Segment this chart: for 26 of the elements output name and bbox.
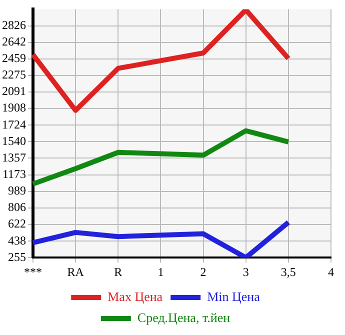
- y-tick-label: 622: [8, 216, 26, 231]
- y-tick-label: 2459: [2, 51, 26, 66]
- y-tick-label: 806: [8, 200, 26, 214]
- legend-label: Сред.Цена, т.йен: [137, 310, 230, 325]
- x-tick-label: 3: [242, 264, 249, 279]
- y-tick-label: 1357: [2, 150, 26, 164]
- x-tick-label: 4: [328, 264, 334, 279]
- x-tick-label: 1: [158, 264, 164, 279]
- y-tick-label: 1724: [2, 117, 26, 132]
- x-tick-label: R: [114, 264, 122, 279]
- y-tick-label: 2826: [2, 18, 26, 32]
- y-tick-label: 1908: [2, 100, 26, 115]
- x-tick-label: ***: [24, 264, 42, 279]
- y-tick-label: 2275: [2, 68, 26, 82]
- y-tick-label: 989: [8, 184, 26, 198]
- y-tick-label: 2642: [2, 34, 26, 49]
- y-tick-label: 255: [8, 250, 26, 264]
- x-tick-label: 3,5: [280, 264, 296, 279]
- y-tick-label: 1540: [2, 134, 26, 148]
- y-tick-label: 438: [8, 233, 26, 248]
- y-tick-label: 2091: [2, 84, 26, 98]
- y-tick-label: 1173: [2, 166, 26, 181]
- x-tick-label: 2: [200, 264, 206, 279]
- legend-label: Min Цена: [207, 288, 260, 304]
- legend-label: Max Цена: [108, 288, 163, 304]
- x-tick-label: RA: [67, 264, 84, 279]
